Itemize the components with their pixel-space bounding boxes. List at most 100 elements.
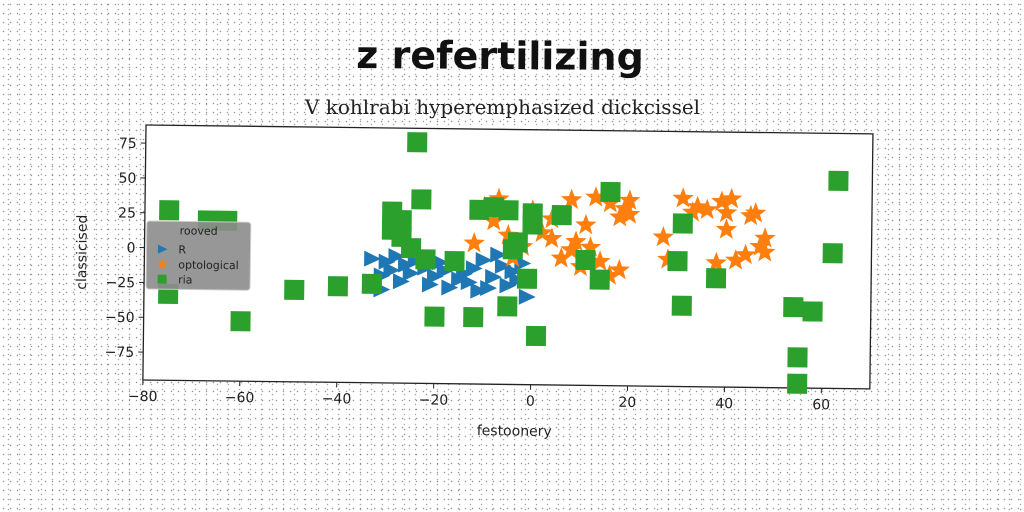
y-tick-label: 50 [118, 171, 136, 187]
data-point [672, 213, 693, 234]
data-point [392, 273, 410, 290]
data-point [787, 373, 808, 394]
data-point [364, 250, 381, 267]
x-tick-label: 20 [618, 395, 636, 411]
data-points [158, 132, 849, 394]
data-point [397, 256, 415, 273]
data-point [599, 191, 622, 213]
data-point [391, 209, 412, 231]
data-point [378, 253, 396, 270]
x-tick-label: 40 [715, 396, 733, 412]
y-tick-label: 75 [119, 136, 137, 152]
data-point [828, 170, 849, 191]
data-point [463, 307, 484, 328]
data-point [497, 296, 518, 317]
y-tick-label: −25 [105, 275, 135, 291]
data-point [361, 273, 382, 294]
data-point [490, 246, 508, 263]
data-point [525, 325, 547, 347]
data-point [284, 279, 305, 300]
legend-label: ria [178, 273, 192, 286]
legend-box [145, 220, 252, 291]
data-point [754, 227, 776, 248]
data-point [327, 276, 349, 297]
x-tick-label: −40 [322, 391, 352, 407]
data-point [608, 258, 630, 280]
data-point [618, 203, 641, 224]
data-point [451, 271, 468, 288]
data-point [426, 268, 444, 285]
x-tick-label: 60 [812, 397, 830, 413]
data-point [551, 204, 572, 226]
data-point [744, 202, 767, 223]
data-point [619, 189, 641, 210]
data-point [522, 203, 543, 224]
data-point [575, 213, 597, 235]
data-point [589, 269, 610, 290]
data-point [565, 230, 587, 251]
x-tick-label: −60 [225, 390, 255, 406]
data-point [705, 251, 728, 273]
data-point [686, 195, 709, 217]
data-point [652, 225, 674, 247]
data-point [783, 296, 804, 318]
data-point [715, 201, 738, 223]
data-point [483, 209, 505, 231]
x-axis-label: festoonery [477, 423, 552, 440]
data-point [498, 200, 519, 221]
data-point [550, 247, 572, 268]
series-ria [158, 132, 849, 394]
data-point [575, 249, 596, 271]
data-point [754, 241, 776, 262]
legend-marker [156, 258, 168, 269]
x-tick-label: −20 [419, 392, 449, 408]
data-point [787, 347, 808, 368]
data-point [672, 187, 694, 208]
data-point [499, 277, 517, 294]
data-point [383, 262, 401, 279]
data-point [696, 198, 718, 220]
data-point [465, 260, 483, 277]
legend-marker [157, 244, 168, 254]
data-point [715, 218, 738, 239]
y-tick-label: −50 [105, 310, 135, 326]
data-point [494, 257, 512, 274]
data-point [579, 236, 602, 257]
data-point [671, 295, 692, 316]
data-point [734, 243, 757, 265]
data-point [411, 189, 432, 210]
data-point [600, 181, 621, 203]
data-point [802, 301, 823, 322]
data-point [444, 251, 465, 272]
data-point [667, 250, 688, 272]
data-point [424, 306, 445, 327]
legend-label: optological [178, 258, 239, 272]
data-point [463, 232, 485, 253]
data-point [402, 265, 420, 282]
data-point [441, 279, 459, 296]
data-point [415, 249, 436, 270]
data-point [589, 250, 611, 271]
data-point [504, 263, 522, 280]
data-point [518, 288, 536, 305]
data-point [585, 186, 607, 207]
data-point [475, 252, 493, 269]
x-tick-label: −80 [128, 389, 158, 405]
data-point [560, 188, 583, 210]
data-point [407, 132, 428, 153]
data-point [740, 204, 762, 226]
legend-title: rooved [180, 224, 218, 237]
data-point [725, 249, 747, 270]
data-point [431, 254, 449, 271]
x-axis: −80 −60 −40 −20 0 20 40 60 [128, 379, 830, 413]
data-point [507, 232, 528, 253]
data-point [485, 268, 502, 285]
data-point [516, 268, 538, 289]
data-point [711, 190, 733, 211]
data-point [159, 200, 180, 221]
data-point [705, 268, 727, 289]
data-point [470, 282, 488, 299]
data-point [421, 276, 439, 293]
y-tick-label: 0 [126, 240, 135, 256]
